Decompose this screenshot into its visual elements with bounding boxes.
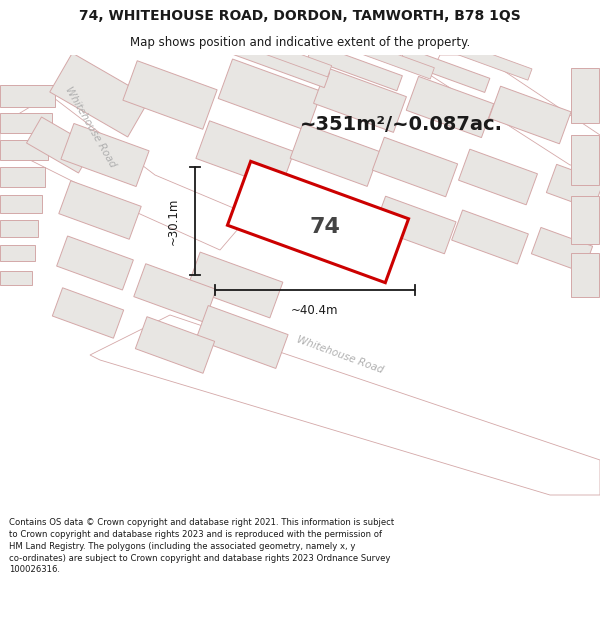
Polygon shape — [134, 264, 216, 322]
Polygon shape — [50, 53, 150, 137]
Polygon shape — [0, 245, 35, 261]
Polygon shape — [571, 196, 599, 244]
Polygon shape — [0, 113, 52, 133]
Polygon shape — [547, 164, 600, 209]
Polygon shape — [448, 40, 532, 80]
Polygon shape — [571, 68, 599, 122]
Polygon shape — [0, 140, 48, 160]
Polygon shape — [238, 33, 332, 77]
Polygon shape — [489, 86, 571, 144]
Polygon shape — [308, 43, 403, 91]
Text: Whitehouse Road: Whitehouse Road — [295, 334, 385, 376]
Polygon shape — [430, 55, 600, 165]
Polygon shape — [346, 37, 434, 79]
Polygon shape — [187, 252, 283, 318]
Polygon shape — [230, 38, 330, 88]
Polygon shape — [296, 184, 384, 246]
Polygon shape — [0, 195, 42, 213]
Polygon shape — [0, 167, 45, 187]
Polygon shape — [571, 135, 599, 185]
Polygon shape — [374, 196, 456, 254]
Polygon shape — [0, 95, 250, 250]
Polygon shape — [0, 85, 55, 107]
Polygon shape — [373, 138, 458, 197]
Polygon shape — [400, 48, 490, 92]
Text: ~351m²/~0.087ac.: ~351m²/~0.087ac. — [300, 116, 503, 134]
Text: ~30.1m: ~30.1m — [167, 198, 180, 244]
Polygon shape — [196, 306, 288, 369]
Polygon shape — [59, 181, 141, 239]
Polygon shape — [90, 315, 600, 495]
Polygon shape — [314, 68, 406, 132]
Polygon shape — [458, 149, 538, 205]
Text: ~40.4m: ~40.4m — [291, 304, 339, 317]
Polygon shape — [56, 236, 133, 290]
Text: Map shows position and indicative extent of the property.: Map shows position and indicative extent… — [130, 36, 470, 49]
Polygon shape — [227, 161, 409, 282]
Polygon shape — [571, 253, 599, 297]
Polygon shape — [52, 288, 124, 338]
Polygon shape — [290, 124, 380, 186]
Text: Contains OS data © Crown copyright and database right 2021. This information is : Contains OS data © Crown copyright and d… — [9, 518, 394, 574]
Polygon shape — [26, 117, 94, 173]
Text: Whitehouse Road: Whitehouse Road — [63, 85, 117, 169]
Polygon shape — [123, 61, 217, 129]
Polygon shape — [218, 59, 322, 131]
Polygon shape — [0, 220, 38, 237]
Polygon shape — [196, 121, 294, 189]
Polygon shape — [61, 124, 149, 186]
Polygon shape — [452, 210, 529, 264]
Polygon shape — [136, 317, 215, 373]
Polygon shape — [0, 271, 32, 285]
Polygon shape — [406, 76, 494, 138]
Polygon shape — [532, 228, 593, 272]
Text: 74: 74 — [310, 217, 340, 237]
Text: 74, WHITEHOUSE ROAD, DORDON, TAMWORTH, B78 1QS: 74, WHITEHOUSE ROAD, DORDON, TAMWORTH, B… — [79, 9, 521, 24]
